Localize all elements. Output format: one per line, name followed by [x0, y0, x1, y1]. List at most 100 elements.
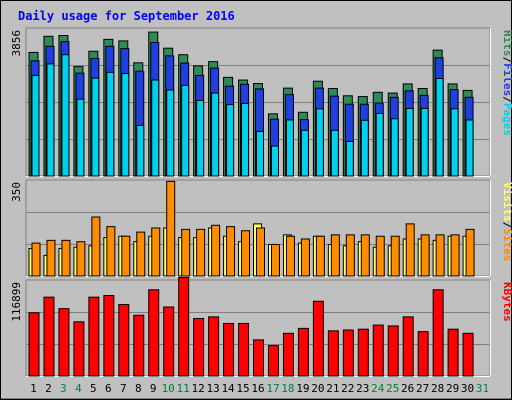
bar-kbytes-day-17	[267, 345, 279, 377]
legend-item-hits: Hits	[501, 30, 512, 57]
bar-pages-day-3	[61, 54, 70, 177]
legend-separator: /	[501, 222, 512, 229]
bar-pages-day-26	[405, 107, 414, 177]
bar-pages-day-6	[106, 71, 115, 177]
bar-kbytes-day-5	[88, 296, 100, 377]
bar-sites-day-25	[390, 235, 400, 277]
x-tick-label: 2	[45, 382, 52, 395]
bar-pages-day-24	[375, 112, 384, 177]
bar-sites-day-26	[405, 223, 415, 277]
bar-pages-day-15	[241, 102, 250, 177]
bar-kbytes-day-14	[223, 322, 235, 377]
x-tick-label: 11	[177, 382, 190, 395]
bar-kbytes-day-4	[73, 321, 85, 377]
x-tick-label: 5	[90, 382, 97, 395]
bar-sites-day-12	[196, 228, 206, 277]
bar-sites-day-22	[345, 234, 355, 277]
bar-kbytes-day-18	[282, 332, 294, 377]
x-tick-label: 31	[476, 382, 489, 395]
bar-pages-day-17	[270, 145, 279, 177]
bar-sites-day-16	[256, 227, 266, 277]
bar-sites-day-6	[106, 226, 116, 277]
bar-pages-day-8	[136, 124, 145, 177]
bar-sites-day-28	[435, 234, 445, 277]
x-tick-label: 25	[386, 382, 399, 395]
x-tick-label: 14	[221, 382, 235, 395]
bar-kbytes-day-3	[58, 308, 70, 377]
bar-kbytes-day-7	[118, 304, 130, 377]
x-tick-label: 22	[341, 382, 354, 395]
bar-kbytes-day-15	[238, 322, 250, 377]
bar-kbytes-day-2	[43, 296, 55, 377]
bar-kbytes-day-11	[178, 276, 190, 377]
bar-kbytes-day-10	[163, 306, 175, 377]
bar-kbytes-day-8	[133, 314, 145, 377]
bar-pages-day-19	[300, 129, 309, 177]
x-tick-label: 15	[236, 382, 249, 395]
x-tick-label: 17	[266, 382, 279, 395]
bar-pages-day-14	[226, 104, 235, 177]
bar-sites-day-30	[465, 228, 475, 277]
bar-sites-day-1	[31, 242, 41, 277]
bar-pages-day-29	[450, 108, 459, 177]
bar-sites-day-23	[360, 234, 370, 277]
bar-pages-day-5	[91, 77, 100, 177]
x-tick-label: 8	[135, 382, 142, 395]
x-tick-label: 30	[461, 382, 474, 395]
bar-pages-day-20	[315, 108, 324, 177]
bar-sites-day-24	[375, 235, 385, 277]
bar-sites-day-10	[166, 180, 176, 277]
chart-title: Daily usage for September 2016	[18, 9, 235, 23]
x-tick-label: 6	[105, 382, 112, 395]
bar-kbytes-day-22	[342, 329, 354, 377]
x-tick-label: 24	[371, 382, 385, 395]
legend-item-pages: Pages	[501, 103, 512, 136]
bar-pages-day-22	[345, 140, 354, 177]
bar-sites-day-15	[241, 230, 251, 277]
bar-kbytes-day-1	[28, 312, 40, 377]
bar-sites-day-11	[181, 228, 191, 277]
bar-kbytes-day-13	[208, 316, 220, 377]
legend-visits-sites: Visits/Sites	[501, 182, 512, 262]
bar-sites-day-29	[450, 234, 460, 277]
bar-sites-day-8	[136, 231, 146, 277]
legend-separator: /	[501, 57, 512, 64]
legend-item-sites: Sites	[501, 228, 512, 261]
legend-item-visits: Visits	[501, 182, 512, 222]
bar-sites-day-21	[330, 234, 340, 277]
bar-sites-day-27	[420, 234, 430, 277]
bar-pages-day-25	[390, 118, 399, 177]
bar-pages-day-28	[435, 78, 444, 177]
x-tick-label: 7	[120, 382, 127, 395]
x-tick-label: 10	[162, 382, 175, 395]
bar-kbytes-day-28	[432, 289, 444, 377]
bar-pages-day-27	[420, 107, 429, 177]
bar-pages-day-30	[465, 119, 474, 177]
x-tick-label: 20	[311, 382, 324, 395]
bar-sites-day-13	[211, 224, 221, 277]
bar-kbytes-day-6	[103, 295, 115, 377]
bar-pages-day-21	[330, 129, 339, 177]
legend-item-kbytes: KBytes	[501, 282, 512, 322]
x-tick-label: 26	[401, 382, 414, 395]
x-tick-label: 21	[326, 382, 339, 395]
bar-kbytes-day-29	[447, 328, 459, 377]
bar-pages-day-7	[121, 73, 130, 177]
bar-kbytes-day-12	[193, 318, 205, 377]
bar-kbytes-day-20	[312, 300, 324, 377]
bar-kbytes-day-19	[297, 327, 309, 377]
bar-pages-day-16	[256, 130, 265, 177]
legend-hits-files-pages: Hits/Files/Pages	[501, 30, 512, 136]
bar-sites-day-7	[121, 235, 131, 277]
x-tick-label: 9	[150, 382, 157, 395]
x-tick-label: 4	[75, 382, 82, 395]
x-tick-label: 29	[446, 382, 459, 395]
bar-pages-day-18	[285, 119, 294, 177]
bar-sites-day-9	[151, 227, 161, 277]
bar-sites-day-2	[46, 239, 56, 277]
bar-sites-day-20	[315, 235, 325, 277]
bar-sites-day-17	[270, 243, 280, 277]
x-tick-label: 23	[356, 382, 369, 395]
